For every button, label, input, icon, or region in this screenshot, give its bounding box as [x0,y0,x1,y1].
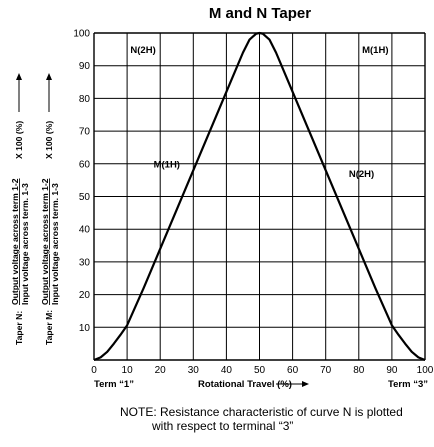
curve-label: M(1H) [362,45,388,56]
taper-m-numerator: Output voltage across term 1-2 [40,178,50,305]
x-tick-label: 10 [122,365,134,376]
chart-title: M and N Taper [209,5,311,22]
taper-chart: M and N Taper 10 20 30 40 50 60 70 80 90 100 0 10 2… [10,5,434,390]
y-tick-label: 50 [79,192,91,203]
y-tick-label: 10 [79,323,91,334]
x-axis-arrow-head [302,381,309,387]
note-line-1: NOTE: Resistance characteristic of curve… [120,405,403,419]
chart-grid [93,32,426,361]
x-tick-label: 40 [221,365,233,376]
y-tick-label: 60 [79,159,91,170]
y-tick-label: 80 [79,94,91,105]
curve-labels: N(2H) M(1H) M(1H) N(2H) [130,45,388,180]
x-tick-label: 80 [353,365,365,376]
taper-n-numerator: Output voltage across term 1-2 [10,178,20,305]
x-tick-label: 20 [155,365,167,376]
curve-label: M(1H) [154,159,180,170]
x-axis-label: Rotational Travel (%) [198,379,292,390]
x-tick-label: 60 [287,365,299,376]
x-end-label: Term “3” [388,379,428,390]
taper-n-suffix: X 100 (%) [14,121,24,159]
taper-n-denominator: Input voltage across term. 1-3 [20,183,30,305]
x-tick-label: 0 [91,365,97,376]
curve-label: N(2H) [349,169,374,180]
y-label-taper-n: Taper N: Output voltage across term 1-2 … [10,73,30,345]
y-tick-label: 30 [79,257,91,268]
y-tick-label: 90 [79,61,91,72]
x-tick-label: 30 [188,365,200,376]
curve-label: N(2H) [130,45,155,56]
taper-m-denominator: Input voltage across term. 1-3 [50,183,60,305]
x-tick-label: 70 [320,365,332,376]
taper-m-suffix: X 100 (%) [44,121,54,159]
taper-curve [93,31,426,362]
y-label-taper-m: Taper M: Output voltage across term 1-2 … [40,73,60,345]
y-tick-labels: 10 20 30 40 50 60 70 80 90 100 [73,29,90,334]
chart-note: NOTE: Resistance characteristic of curve… [120,405,420,433]
taper-m-prefix: Taper M: [44,310,54,345]
taper-n-prefix: Taper N: [14,311,24,345]
y-tick-label: 100 [73,29,90,40]
x-tick-labels: 0 10 20 30 40 50 60 70 80 90 100 [91,365,434,376]
x-tick-label: 90 [386,365,398,376]
taper-m-arrow-head [46,73,52,80]
note-line-2: with respect to terminal “3” [152,419,294,433]
taper-n-arrow-head [16,73,22,80]
y-tick-label: 70 [79,127,91,138]
y-tick-label: 20 [79,290,91,301]
x-start-label: Term “1” [94,379,134,390]
x-tick-label: 100 [417,365,434,376]
x-tick-label: 50 [254,365,266,376]
y-tick-label: 40 [79,225,91,236]
